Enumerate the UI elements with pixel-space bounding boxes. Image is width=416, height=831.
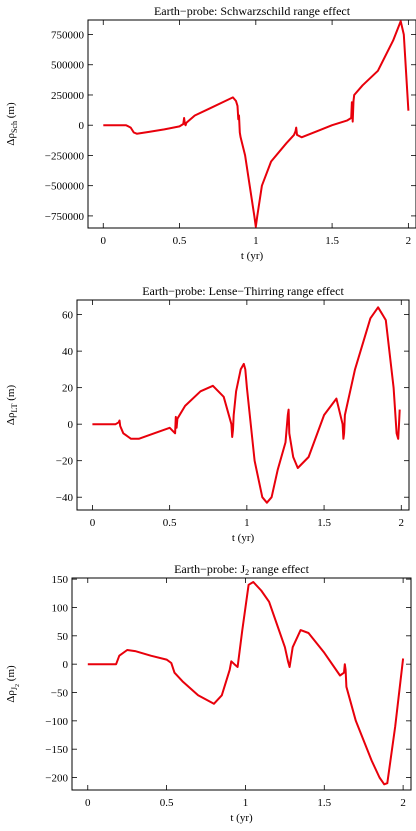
x-tick-label: 2 xyxy=(400,797,406,809)
y-tick-label: 40 xyxy=(62,346,74,358)
plot-frame xyxy=(87,19,416,229)
y-tick-label: −250000 xyxy=(45,150,85,162)
x-tick-label: 1.5 xyxy=(317,797,331,809)
y-axis-label: ΔρLT (m) xyxy=(5,385,19,426)
x-axis-label: t (yr) xyxy=(232,532,255,544)
x-tick-label: 2 xyxy=(406,235,412,247)
y-tick-label: −20 xyxy=(56,456,74,468)
x-tick-label: 2 xyxy=(399,517,405,529)
y-tick-label: −50 xyxy=(51,688,69,700)
y-tick-label: 150 xyxy=(52,574,69,586)
chart-2: 0 0.5 1 1.5 2 −40 −20 0 20 40 60 Earth−probe: Lense… xyxy=(5,284,410,544)
y-tick-label: 50 xyxy=(57,631,69,643)
y-tick-label: 0 xyxy=(79,120,85,132)
y-tick-label: −100 xyxy=(45,716,68,728)
x-tick-label: 1 xyxy=(244,517,250,529)
x-tick-label: 0 xyxy=(85,797,91,809)
y-tick-label: −40 xyxy=(56,492,74,504)
x-tick-label: 1 xyxy=(253,235,259,247)
x-tick-label: 0 xyxy=(101,235,107,247)
x-tick-label: 1.5 xyxy=(317,517,331,529)
y-tick-label: 500000 xyxy=(51,60,85,72)
y-tick-label: −150 xyxy=(45,744,68,756)
x-tick-label: 0.5 xyxy=(173,235,187,247)
x-tick-label: 1 xyxy=(243,797,249,809)
plot-frame xyxy=(71,577,412,791)
series-line xyxy=(92,306,401,504)
x-tick-label: 0 xyxy=(90,517,96,529)
series-line xyxy=(87,581,405,786)
y-tick-label: 100 xyxy=(52,602,69,614)
y-tick-label: 20 xyxy=(62,383,74,395)
y-tick-label: 60 xyxy=(62,310,74,322)
y-tick-label: −500000 xyxy=(45,181,85,193)
y-tick-label: 250000 xyxy=(51,90,85,102)
chart-title: Earth−probe: J2 range effect xyxy=(174,562,309,577)
series-line xyxy=(103,20,410,228)
y-tick-label: 0 xyxy=(63,659,69,671)
y-tick-label: 750000 xyxy=(51,30,85,42)
x-tick-label: 0.5 xyxy=(160,797,174,809)
chart-title: Earth−probe: Schwarzschild range effect xyxy=(154,4,351,18)
x-axis-label: t (yr) xyxy=(241,250,264,262)
y-axis-label: ΔρJ2 (m) xyxy=(5,665,21,703)
x-axis-label: t (yr) xyxy=(230,812,253,824)
chart-3: 0 0.5 1 1.5 2 −200 −150 −100 −50 0 50 100 150 Earth−p… xyxy=(5,562,412,824)
y-axis-label: ΔρSch (m) xyxy=(5,102,19,146)
plot-frame xyxy=(76,299,410,511)
y-tick-label: −750000 xyxy=(45,211,85,223)
chart-title: Earth−probe: Lense−Thirring range effect xyxy=(142,284,344,298)
chart-1: 0 0.5 1 1.5 2 −750000 −500000 −250000 0 250000 500… xyxy=(5,4,416,262)
y-tick-label: 0 xyxy=(68,419,74,431)
y-tick-label: −200 xyxy=(45,773,68,785)
x-tick-label: 0.5 xyxy=(163,517,177,529)
x-tick-label: 1.5 xyxy=(325,235,339,247)
